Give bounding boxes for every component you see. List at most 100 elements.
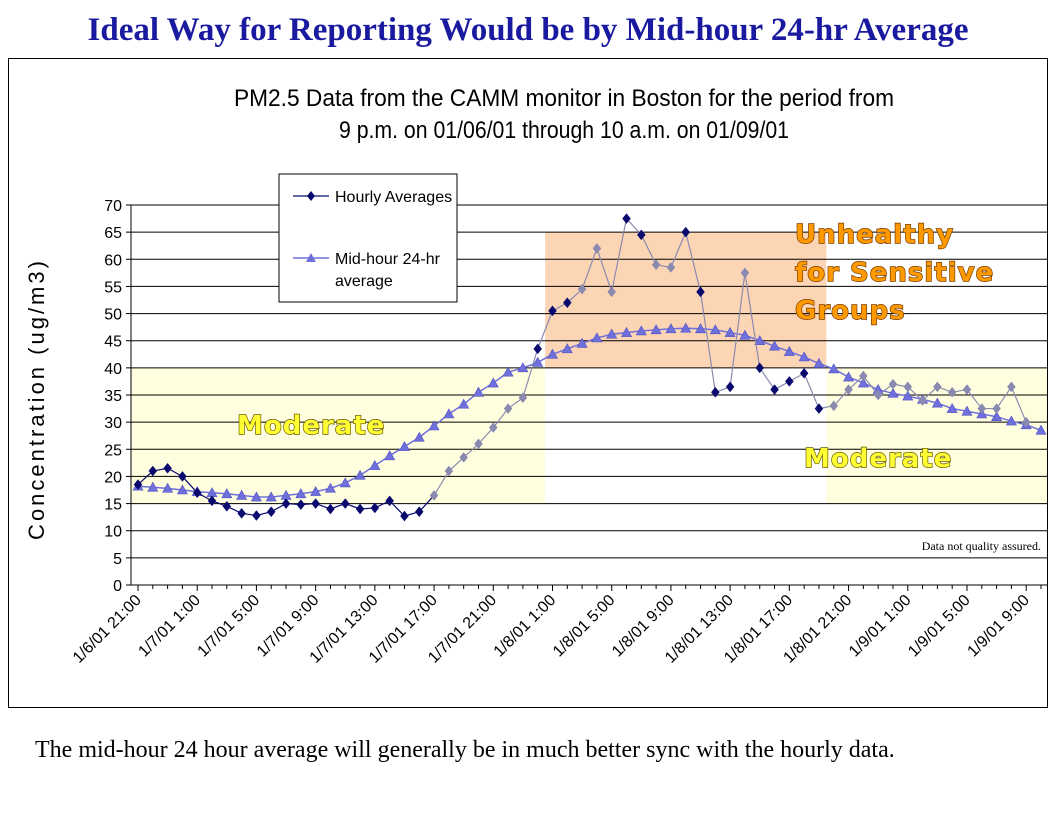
hourly-point (281, 498, 291, 509)
midhour-point (946, 402, 958, 413)
x-tick-label: 1/9/01 1:00 (846, 592, 915, 661)
midhour-point (798, 351, 810, 362)
hourly-point (237, 507, 246, 519)
y-tick-label: 25 (104, 442, 122, 459)
hourly-point (1021, 416, 1031, 428)
disclaimer-text: Data not quality assured. (922, 539, 1041, 553)
midhour-point (739, 329, 751, 340)
hourly-point (340, 498, 350, 509)
y-tick-label: 15 (104, 497, 122, 514)
midhour-point (310, 486, 322, 496)
hourly-point (636, 229, 646, 241)
hourly-point (518, 392, 528, 404)
y-tick-label: 45 (104, 334, 122, 351)
hourly-point (311, 498, 320, 509)
midhour-point (961, 405, 973, 416)
midhour-point (324, 482, 336, 493)
x-tick-label: 1/7/01 5:00 (195, 592, 264, 661)
y-tick-label: 70 (104, 198, 122, 215)
x-tick-label: 1/8/01 5:00 (550, 592, 619, 661)
y-tick-label: 35 (104, 388, 122, 405)
midhour-point (695, 323, 707, 334)
usg-label-line: Groups (795, 296, 906, 326)
hourly-point (844, 384, 853, 395)
midhour-point (709, 324, 721, 335)
hourly-point (459, 452, 468, 463)
hourly-point (755, 362, 765, 374)
chart-frame: 0 5 10 15 20 25 30 35 40 45 50 55 60 65 70 1/6/01 21:00… (8, 58, 1048, 708)
hourly-point (296, 499, 306, 511)
hourly-point (163, 462, 172, 474)
midhour-point (458, 398, 470, 409)
y-tick-label: 40 (104, 361, 122, 378)
hourly-point (918, 395, 927, 406)
hourly-point (577, 283, 587, 295)
hourly-point (651, 259, 661, 271)
legend-marker-hourly (307, 191, 315, 201)
midhour-point (250, 491, 262, 502)
hourly-point (326, 503, 335, 515)
hourly-point (562, 297, 572, 309)
hourly-point (474, 438, 483, 450)
midhour-point (162, 482, 174, 493)
y-tick-label: 65 (104, 225, 122, 242)
y-tick-label: 20 (104, 469, 122, 486)
legend: Hourly Averages Mid-hour 24-hr average (278, 173, 458, 303)
midhour-point (606, 328, 618, 339)
data-series (132, 213, 1047, 522)
hourly-point (962, 384, 972, 395)
midhour-point (665, 323, 677, 334)
x-tick-label: 1/8/01 1:00 (491, 592, 560, 661)
hourly-point (888, 378, 898, 390)
midhour-point (724, 326, 736, 337)
hourly-point (829, 400, 839, 412)
legend-label-midhour-line2: average (335, 273, 393, 290)
hourly-point (252, 510, 261, 521)
midhour-point (1035, 424, 1047, 435)
chart-title-line: PM2.5 Data from the CAMM monitor in Bost… (234, 85, 894, 112)
moderate-label-right: Moderate (804, 444, 952, 474)
hourly-point (799, 367, 809, 379)
x-tick-label: 1/6/01 21:00 (70, 592, 145, 667)
legend-label-hourly: Hourly Averages (335, 189, 452, 206)
hourly-point (977, 403, 987, 414)
midhour-point (443, 408, 455, 419)
hourly-point (207, 495, 217, 507)
hourly-point (133, 479, 143, 490)
x-tick-label: 1/9/01 5:00 (905, 592, 974, 661)
midhour-point (546, 348, 559, 359)
hourly-point (947, 386, 957, 398)
midhour-point (339, 477, 351, 488)
slide-caption: The mid-hour 24 hour average will genera… (35, 737, 895, 763)
midhour-point (843, 371, 855, 382)
midhour-point (680, 322, 692, 333)
hourly-point (622, 213, 631, 224)
midhour-point (783, 345, 795, 356)
hourly-point (222, 500, 232, 512)
hourly-point (859, 370, 868, 382)
y-tick-label: 10 (104, 524, 122, 541)
midhour-point (176, 484, 188, 495)
hourly-point (266, 506, 276, 518)
y-axis-label: Concentration (ug/m3) (24, 258, 49, 540)
hourly-point (444, 465, 454, 477)
midhour-point (887, 387, 899, 398)
usg-zone (545, 232, 827, 368)
usg-label-line: for Sensitive (795, 258, 994, 288)
hourly-point (740, 267, 750, 279)
midhour-point (384, 450, 396, 461)
midhour-point (398, 440, 410, 451)
legend-label-midhour-line1: Mid-hour 24-hr (335, 251, 441, 268)
hourly-point (592, 243, 602, 254)
hourly-point (770, 384, 779, 395)
hourly-point (370, 502, 380, 514)
hourly-point (178, 471, 187, 482)
midhour-point (902, 390, 914, 401)
hourly-point (503, 403, 513, 414)
hourly-point (785, 376, 794, 387)
hourly-point (666, 262, 676, 273)
midhour-point (620, 326, 633, 337)
hourly-point (814, 403, 824, 414)
midhour-point (236, 489, 248, 500)
y-tick-label: 0 (113, 578, 122, 595)
